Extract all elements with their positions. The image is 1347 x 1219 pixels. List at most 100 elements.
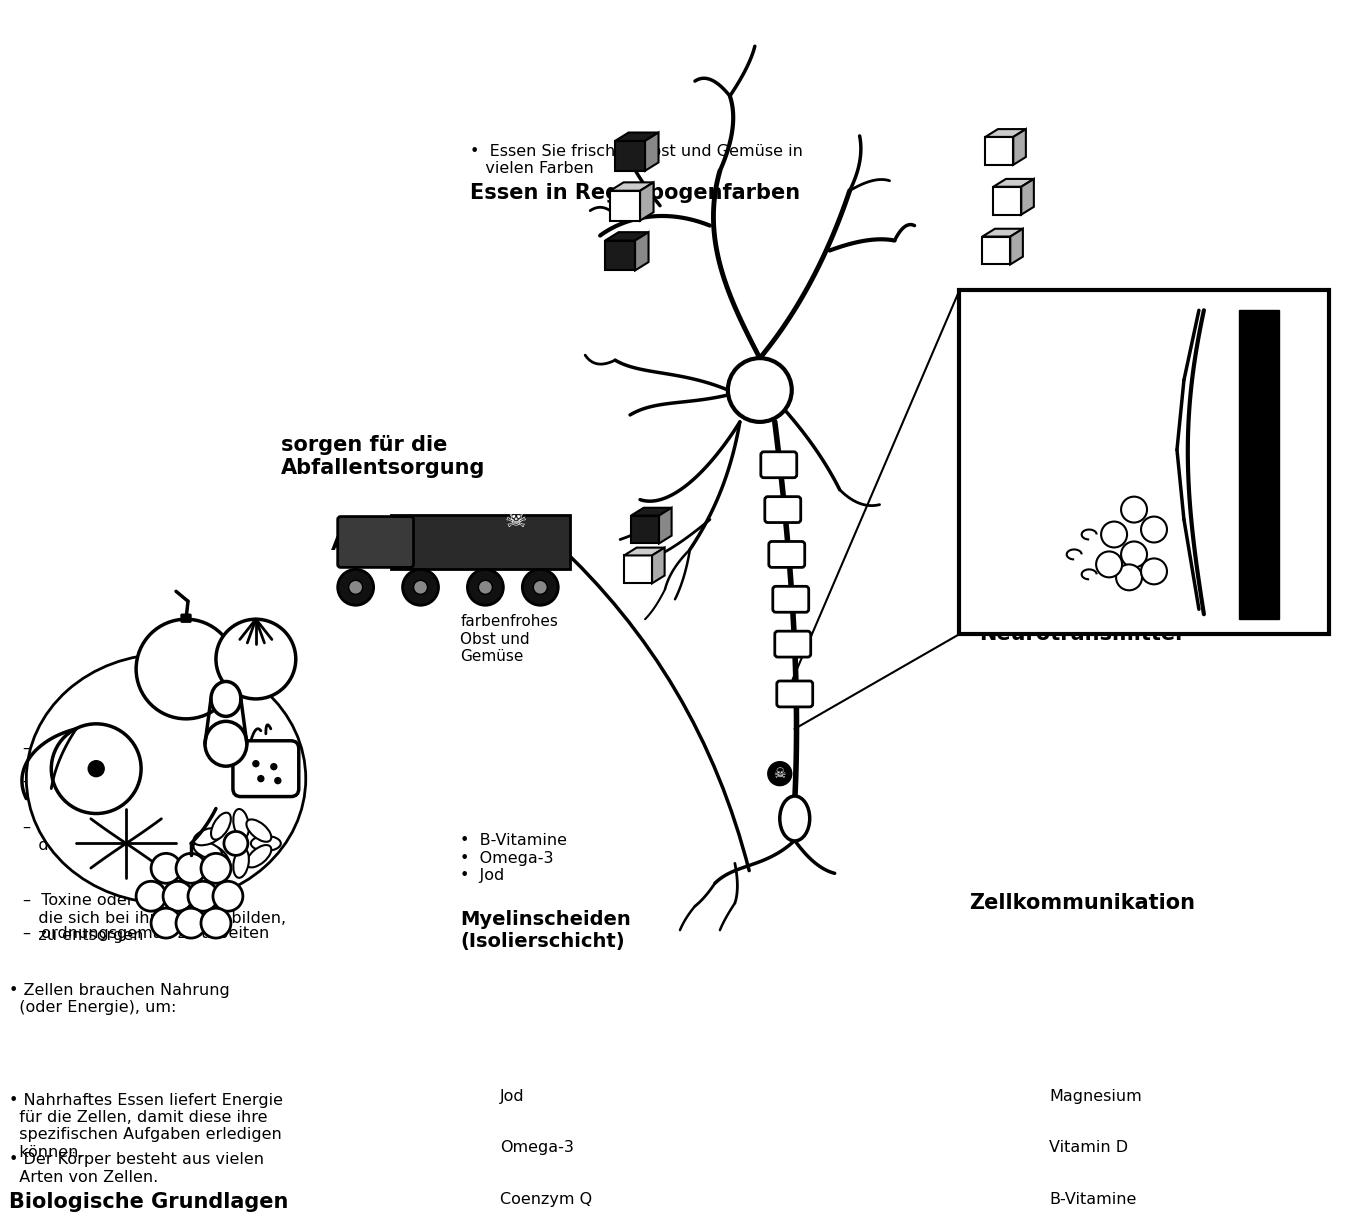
Polygon shape <box>616 141 645 171</box>
Text: • Zellen brauchen Nahrung
  (oder Energie), um:: • Zellen brauchen Nahrung (oder Energie)… <box>9 983 230 1015</box>
Polygon shape <box>1239 311 1278 619</box>
Text: Jod: Jod <box>500 1089 525 1103</box>
Circle shape <box>151 853 180 884</box>
Polygon shape <box>645 133 659 171</box>
Text: –  ordnungsgemäß zu arbeiten: – ordnungsgemäß zu arbeiten <box>23 926 269 941</box>
Text: ☠: ☠ <box>773 767 787 780</box>
Ellipse shape <box>205 722 247 767</box>
Bar <box>959 290 1328 634</box>
Polygon shape <box>986 137 1013 165</box>
Ellipse shape <box>247 845 271 868</box>
Text: • Der Körper besteht aus vielen
  Arten von Zellen.: • Der Körper besteht aus vielen Arten vo… <box>9 1152 264 1185</box>
FancyBboxPatch shape <box>761 452 796 478</box>
FancyBboxPatch shape <box>773 586 808 612</box>
Text: • Nahrhaftes Essen liefert Energie
  für die Zellen, damit diese ihre
  spezifis: • Nahrhaftes Essen liefert Energie für d… <box>9 1092 283 1159</box>
Polygon shape <box>659 508 672 544</box>
Circle shape <box>1121 541 1148 567</box>
Polygon shape <box>616 133 659 141</box>
Polygon shape <box>993 187 1021 215</box>
Ellipse shape <box>247 819 271 842</box>
Text: Neurotransmitter: Neurotransmitter <box>979 624 1185 644</box>
FancyBboxPatch shape <box>775 631 811 657</box>
Text: Omega-3: Omega-3 <box>500 1140 574 1156</box>
Ellipse shape <box>233 848 249 878</box>
Ellipse shape <box>211 813 230 840</box>
Circle shape <box>136 619 236 719</box>
Ellipse shape <box>211 681 241 717</box>
Ellipse shape <box>251 836 280 851</box>
Circle shape <box>51 724 141 813</box>
Circle shape <box>403 569 439 606</box>
Polygon shape <box>986 129 1026 137</box>
Polygon shape <box>652 547 664 584</box>
Text: Zellkommunikation: Zellkommunikation <box>970 894 1195 913</box>
Polygon shape <box>1021 179 1034 215</box>
Polygon shape <box>632 516 659 544</box>
Circle shape <box>176 853 206 884</box>
FancyBboxPatch shape <box>391 514 570 569</box>
Text: •  B-Vitamine
•  Omega-3
•  Jod: • B-Vitamine • Omega-3 • Jod <box>461 834 567 884</box>
Circle shape <box>349 580 362 595</box>
Circle shape <box>176 908 206 939</box>
Circle shape <box>523 569 558 606</box>
Circle shape <box>151 908 180 939</box>
Text: ☠: ☠ <box>504 507 527 531</box>
FancyBboxPatch shape <box>180 614 191 622</box>
Ellipse shape <box>780 796 810 841</box>
Polygon shape <box>610 190 640 221</box>
Polygon shape <box>610 183 653 190</box>
Circle shape <box>1141 558 1167 584</box>
Text: Myelinscheiden
(Isolierschicht): Myelinscheiden (Isolierschicht) <box>461 911 632 951</box>
Text: –  Toxine oder Abfallstoffe,
   die sich bei ihrer Arbeit bilden,
   zu entsorge: – Toxine oder Abfallstoffe, die sich bei… <box>23 894 287 944</box>
Ellipse shape <box>27 655 306 903</box>
Text: Essen in Regenbogenfarben: Essen in Regenbogenfarben <box>470 183 800 202</box>
Ellipse shape <box>211 847 230 874</box>
Circle shape <box>216 619 296 698</box>
Circle shape <box>253 761 259 767</box>
Polygon shape <box>1010 229 1022 265</box>
Circle shape <box>768 762 792 785</box>
Text: Vitamin D: Vitamin D <box>1049 1140 1129 1156</box>
Circle shape <box>467 569 504 606</box>
Polygon shape <box>993 179 1034 187</box>
Polygon shape <box>624 556 652 584</box>
Text: –  den Körper zu schützen: – den Körper zu schützen <box>23 774 232 789</box>
Text: B-Vitamine: B-Vitamine <box>1049 1192 1137 1207</box>
Circle shape <box>727 358 792 422</box>
Text: Coenzym Q: Coenzym Q <box>500 1192 593 1207</box>
Polygon shape <box>982 229 1022 236</box>
Polygon shape <box>605 232 648 240</box>
Polygon shape <box>982 236 1010 265</box>
FancyBboxPatch shape <box>765 496 800 523</box>
Circle shape <box>189 881 218 911</box>
Polygon shape <box>624 547 664 556</box>
Text: •  Schwefel für die
   Kommunikation: • Schwefel für die Kommunikation <box>979 545 1129 577</box>
Circle shape <box>478 580 493 595</box>
Text: sorgen für die
Abfallentsorgung: sorgen für die Abfallentsorgung <box>280 435 485 478</box>
Circle shape <box>338 569 373 606</box>
Circle shape <box>224 831 248 856</box>
Text: –  die Kommunikation mit
   anderen Körperzellen
   aufrecht zu erhalten: – die Kommunikation mit anderen Körperze… <box>23 741 229 791</box>
Polygon shape <box>634 232 648 271</box>
Circle shape <box>271 763 277 769</box>
Ellipse shape <box>233 809 249 839</box>
Circle shape <box>1100 522 1127 547</box>
Circle shape <box>213 881 242 911</box>
Circle shape <box>1096 551 1122 578</box>
Circle shape <box>201 853 230 884</box>
Text: •  Essen Sie frisches Obst und Gemüse in
   vielen Farben: • Essen Sie frisches Obst und Gemüse in … <box>470 144 803 177</box>
Circle shape <box>257 775 264 781</box>
Polygon shape <box>640 183 653 221</box>
Circle shape <box>1141 517 1167 542</box>
Circle shape <box>414 580 427 595</box>
FancyBboxPatch shape <box>777 681 812 707</box>
Circle shape <box>88 761 104 777</box>
Polygon shape <box>1013 129 1026 165</box>
Circle shape <box>136 881 166 911</box>
Circle shape <box>533 580 547 595</box>
Text: •  B-Vitamine: • B-Vitamine <box>979 578 1087 592</box>
Text: –  Reparaturarbeiten am Körper
   durchzuführen: – Reparaturarbeiten am Körper durchzufüh… <box>23 820 279 853</box>
Polygon shape <box>632 508 672 516</box>
FancyBboxPatch shape <box>338 517 414 567</box>
Text: Magnesium: Magnesium <box>1049 1089 1142 1103</box>
